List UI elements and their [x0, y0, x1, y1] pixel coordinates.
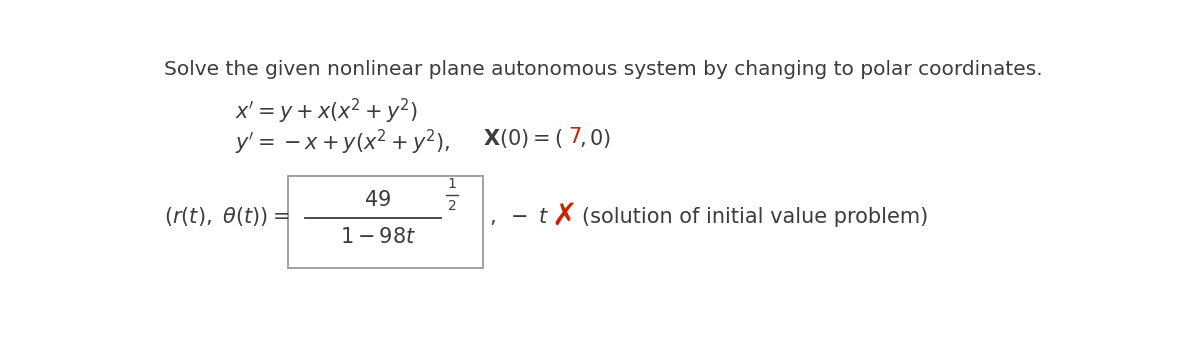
Text: $, 0)$: $, 0)$	[578, 127, 611, 150]
Text: (solution of initial value problem): (solution of initial value problem)	[582, 207, 928, 227]
Text: $x' = y + x(x^2 + y^2)$: $x' = y + x(x^2 + y^2)$	[235, 97, 419, 126]
Text: $49$: $49$	[365, 190, 391, 210]
Text: $1 - 98t$: $1 - 98t$	[340, 227, 416, 247]
Text: 2: 2	[448, 199, 457, 213]
Text: $\mathbf{X}(0) = ($: $\mathbf{X}(0) = ($	[484, 127, 563, 150]
Text: 1: 1	[448, 177, 457, 191]
Text: Solve the given nonlinear plane autonomous system by changing to polar coordinat: Solve the given nonlinear plane autonomo…	[164, 60, 1043, 79]
Text: $y' = -x + y(x^2 + y^2),$: $y' = -x + y(x^2 + y^2),$	[235, 127, 450, 157]
Text: ✗: ✗	[552, 202, 577, 231]
Text: $,\ -\ t$: $,\ -\ t$	[490, 206, 550, 227]
Bar	[288, 176, 484, 268]
Text: $(r(t),\ \theta(t)) =$: $(r(t),\ \theta(t)) =$	[164, 205, 289, 228]
Text: $7$: $7$	[568, 127, 581, 147]
